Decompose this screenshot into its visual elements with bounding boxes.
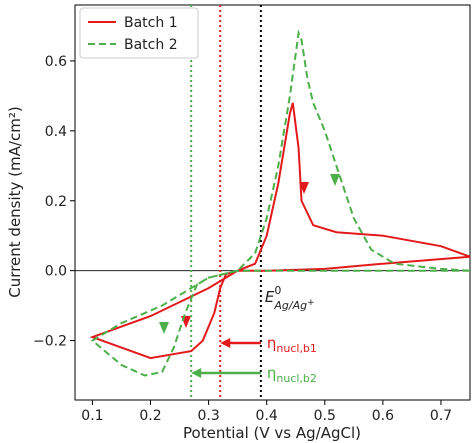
eta-arrow-head — [220, 338, 231, 348]
y-tick-label: −0.2 — [33, 334, 67, 350]
x-axis-label: Potential (V vs Ag/AgCl) — [183, 424, 361, 442]
annotation-main: η — [267, 334, 277, 352]
x-tick-label: 0.5 — [314, 408, 336, 424]
series-line — [90, 29, 471, 377]
y-tick-label: 0.6 — [45, 54, 67, 70]
x-tick-label: 0.7 — [430, 408, 452, 424]
annotation-main: η — [267, 364, 277, 382]
eta-arrow-head — [191, 368, 202, 378]
y-tick-label: 0.4 — [45, 124, 67, 140]
series-line — [89, 102, 471, 360]
annotation-sub: Ag/Ag — [273, 299, 307, 312]
direction-arrow — [159, 322, 169, 334]
annotation-sub: nucl,b1 — [276, 342, 317, 355]
plot-frame — [74, 4, 471, 401]
legend-label: Batch 2 — [124, 37, 178, 53]
y-tick-label: 0.0 — [45, 264, 67, 280]
x-tick-label: 0.1 — [81, 408, 103, 424]
y-axis-label: Current density (mA/cm²) — [6, 106, 24, 297]
annotation: ηnucl,b2 — [267, 364, 317, 385]
annotation-main: E — [265, 288, 275, 306]
annotation: E0 Ag/Ag+ — [265, 284, 315, 312]
y-tick-label: 0.2 — [45, 194, 67, 210]
x-tick-label: 0.6 — [372, 408, 394, 424]
annotation-sub-sup: + — [307, 298, 315, 308]
direction-arrow — [330, 174, 340, 186]
annotation: ηnucl,b1 — [267, 334, 317, 355]
annotation-sub: nucl,b2 — [276, 372, 317, 385]
x-tick-label: 0.2 — [139, 408, 161, 424]
x-tick-label: 0.4 — [256, 408, 278, 424]
legend-label: Batch 1 — [124, 15, 178, 31]
legend-box — [79, 7, 199, 59]
x-tick-label: 0.3 — [197, 408, 219, 424]
annotation-sup: 0 — [274, 284, 281, 297]
direction-arrow — [181, 316, 191, 328]
